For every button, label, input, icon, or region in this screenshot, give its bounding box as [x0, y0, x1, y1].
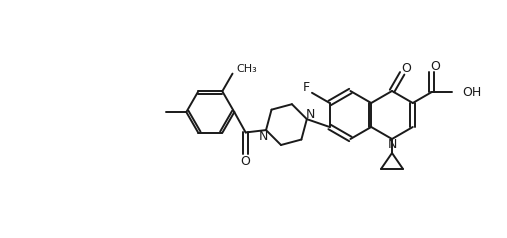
Text: N: N: [306, 108, 315, 121]
Text: O: O: [401, 62, 411, 75]
Text: N: N: [387, 139, 396, 152]
Text: OH: OH: [462, 86, 481, 99]
Text: N: N: [259, 129, 268, 143]
Text: O: O: [241, 154, 250, 168]
Text: O: O: [430, 60, 441, 73]
Text: F: F: [302, 81, 310, 94]
Text: CH₃: CH₃: [236, 64, 257, 74]
